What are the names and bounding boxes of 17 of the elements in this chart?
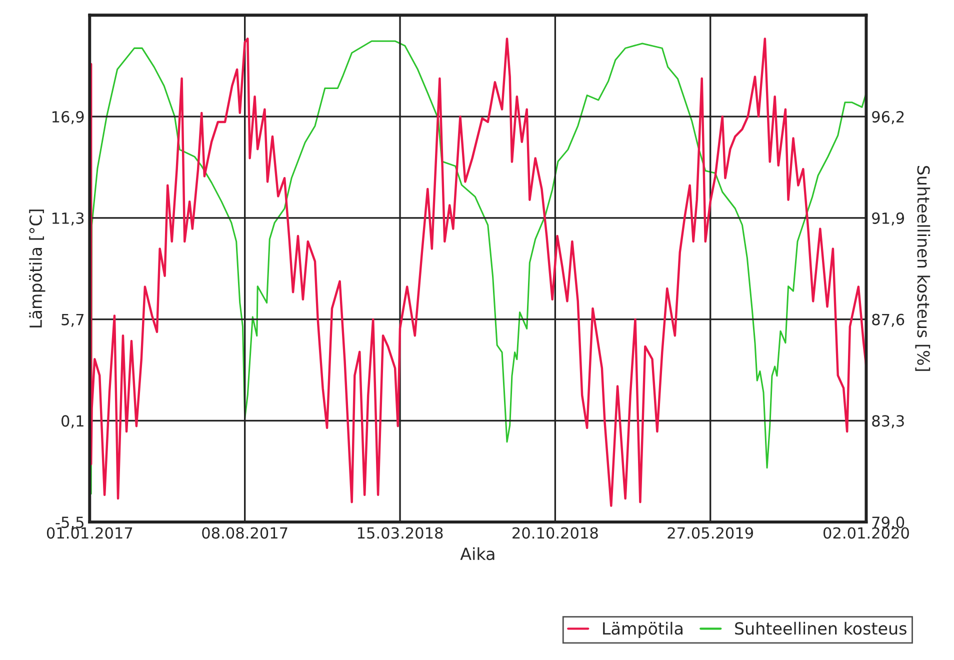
y2-axis-title: Suhteellinen kosteus [%]: [915, 166, 930, 371]
y-tick-label: 16,9: [52, 111, 84, 124]
legend-label: Suhteellinen kosteus: [735, 622, 906, 635]
y2-tick-label: 91,9: [872, 212, 904, 226]
legend-label: Lämpötila: [603, 622, 682, 638]
x-tick-label: 27.05.2019: [668, 527, 754, 539]
x-tick-label: 15.03.2018: [358, 527, 443, 539]
y2-tick-label: 83,3: [872, 415, 904, 428]
y2-tick-label: 87,6: [872, 314, 904, 327]
x-tick-label: 08.08.2017: [202, 527, 288, 539]
x-tick-label: 20.10.2018: [512, 527, 598, 539]
y2-tick-label: 96,2: [872, 111, 904, 124]
y-tick-label: 11,3: [52, 212, 84, 226]
y-tick-label: 5,7: [62, 314, 84, 327]
y-axis-title: Lämpötila [°C]: [29, 210, 46, 328]
y-tick-label: 0,1: [62, 415, 84, 428]
x-axis-title: Aika: [460, 547, 494, 560]
